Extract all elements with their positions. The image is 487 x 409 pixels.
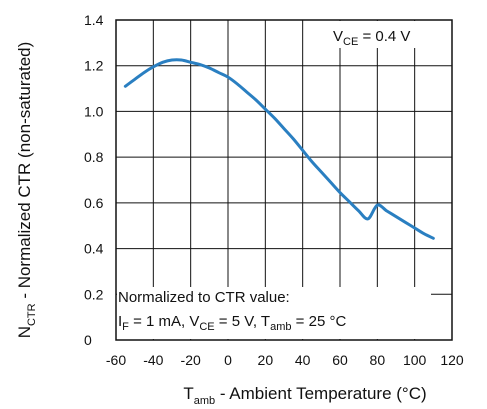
x-tick-label: -40 xyxy=(143,352,163,368)
x-tick-label: 120 xyxy=(440,352,464,368)
note-line-2: IF = 1 mA, VCE = 5 V, Tamb = 25 °C xyxy=(118,313,346,333)
y-tick-label: 0.6 xyxy=(84,195,104,211)
x-tick-label: 60 xyxy=(332,352,348,368)
grid xyxy=(116,20,452,340)
series-line xyxy=(123,58,435,240)
note-box xyxy=(117,287,431,339)
y-tick-label: 1.2 xyxy=(84,58,104,74)
x-tick-label: 80 xyxy=(370,352,386,368)
x-tick-label: 100 xyxy=(403,352,427,368)
condition-label: VCE = 0.4 V xyxy=(333,28,410,48)
y-tick-label: 1.4 xyxy=(84,12,104,28)
x-axis-label: Tamb - Ambient Temperature (°C) xyxy=(183,384,426,407)
x-tick-label: 0 xyxy=(224,352,232,368)
x-tick-label: 20 xyxy=(258,352,274,368)
x-tick-label: -60 xyxy=(106,352,126,368)
y-tick-labels: 0 0.2 0.4 0.6 0.8 1.0 1.2 1.4 xyxy=(84,12,104,348)
y-tick-label: 1.0 xyxy=(84,103,104,119)
note-line-1: Normalized to CTR value: xyxy=(118,289,290,306)
x-tick-labels: -60 -40 -20 0 20 40 60 80 100 120 xyxy=(106,352,464,368)
y-tick-label: 0 xyxy=(84,332,92,348)
y-axis-label: NCTR - Normalized CTR (non-saturated) xyxy=(15,42,38,339)
x-tick-label: 40 xyxy=(295,352,311,368)
y-tick-label: 0.4 xyxy=(84,241,104,257)
x-tick-label: -20 xyxy=(181,352,201,368)
y-tick-label: 0.8 xyxy=(84,149,104,165)
plot-frame xyxy=(115,19,453,341)
y-tick-label: 0.2 xyxy=(84,286,104,302)
condition-box xyxy=(328,21,451,48)
